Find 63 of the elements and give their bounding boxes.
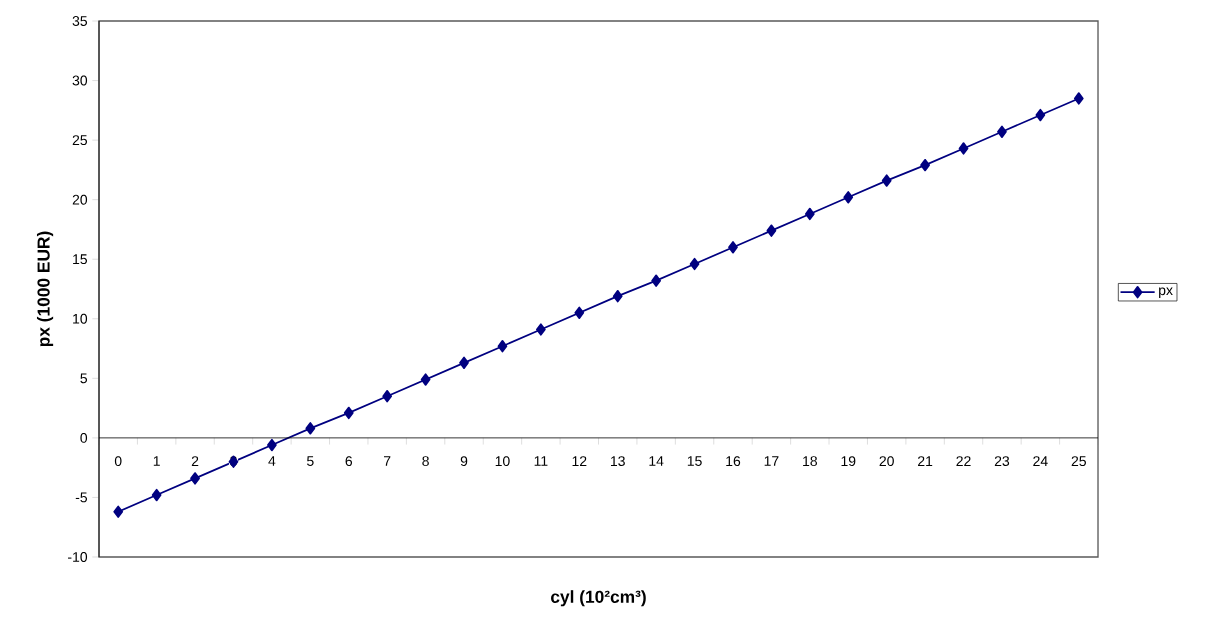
y-tick-label: 10 xyxy=(73,313,88,324)
point xyxy=(536,323,546,336)
y-tick-label: 15 xyxy=(73,254,88,265)
x-tick-label: 13 xyxy=(611,456,625,467)
point xyxy=(343,406,354,420)
x-tick-label: 2 xyxy=(191,456,199,466)
point xyxy=(612,289,623,303)
point xyxy=(958,142,969,155)
point xyxy=(843,191,854,204)
point xyxy=(689,257,700,271)
point xyxy=(651,274,662,287)
point xyxy=(420,373,431,386)
x-tick-label: 17 xyxy=(764,456,779,466)
y-axis-title: px (1000 EUR) xyxy=(36,231,54,347)
point xyxy=(997,125,1007,138)
x-tick-label: 10 xyxy=(495,456,510,467)
x-tick-label: 18 xyxy=(803,456,817,467)
x-tick-label: 6 xyxy=(345,456,353,467)
point xyxy=(497,339,508,353)
x-tick-label: 23 xyxy=(994,456,1010,467)
x-tick-label: 25 xyxy=(1071,456,1086,467)
point xyxy=(305,422,316,435)
x-axis-title: cyl (10²cm³) xyxy=(551,590,646,607)
x-tick-label: 4 xyxy=(268,456,276,466)
point xyxy=(190,472,200,485)
point xyxy=(728,241,738,254)
y-tick-label: 25 xyxy=(72,135,88,146)
x-tick-label: 0 xyxy=(114,456,122,467)
x-tick-label: 1 xyxy=(153,456,160,466)
y-tick-label: 20 xyxy=(72,194,88,205)
y-tick-label: 35 xyxy=(72,16,88,26)
legend-label: px xyxy=(1159,287,1173,298)
y-tick-label: -10 xyxy=(68,552,88,562)
x-tick-label: 12 xyxy=(572,456,587,466)
point xyxy=(920,158,930,172)
x-tick-label: 14 xyxy=(649,456,664,466)
x-tick-label: 20 xyxy=(879,456,894,467)
y-tick-label: 30 xyxy=(72,75,88,86)
point xyxy=(804,207,815,221)
point xyxy=(382,390,393,403)
x-tick-label: 7 xyxy=(383,456,391,466)
y-tick-label: -5 xyxy=(75,492,88,503)
x-tick-label: 5 xyxy=(307,456,314,466)
point xyxy=(574,306,585,320)
x-tick-label: 11 xyxy=(534,456,548,466)
point xyxy=(151,488,162,502)
x-tick-label: 24 xyxy=(1033,456,1048,466)
x-tick-label: 9 xyxy=(460,456,468,467)
point xyxy=(267,438,277,452)
y-tick-label: 5 xyxy=(80,373,88,384)
point xyxy=(1073,92,1084,105)
x-tick-label: 21 xyxy=(918,456,933,466)
point xyxy=(1035,108,1046,122)
y-tick-label: 0 xyxy=(80,432,88,443)
x-tick-label: 8 xyxy=(422,456,429,467)
x-tick-label: 15 xyxy=(687,456,702,466)
point xyxy=(113,505,124,518)
point xyxy=(459,356,469,370)
point xyxy=(766,224,777,237)
point xyxy=(881,174,892,187)
x-tick-label: 22 xyxy=(956,456,971,466)
x-tick-label: 16 xyxy=(726,456,741,467)
x-tick-label: 19 xyxy=(841,456,856,467)
